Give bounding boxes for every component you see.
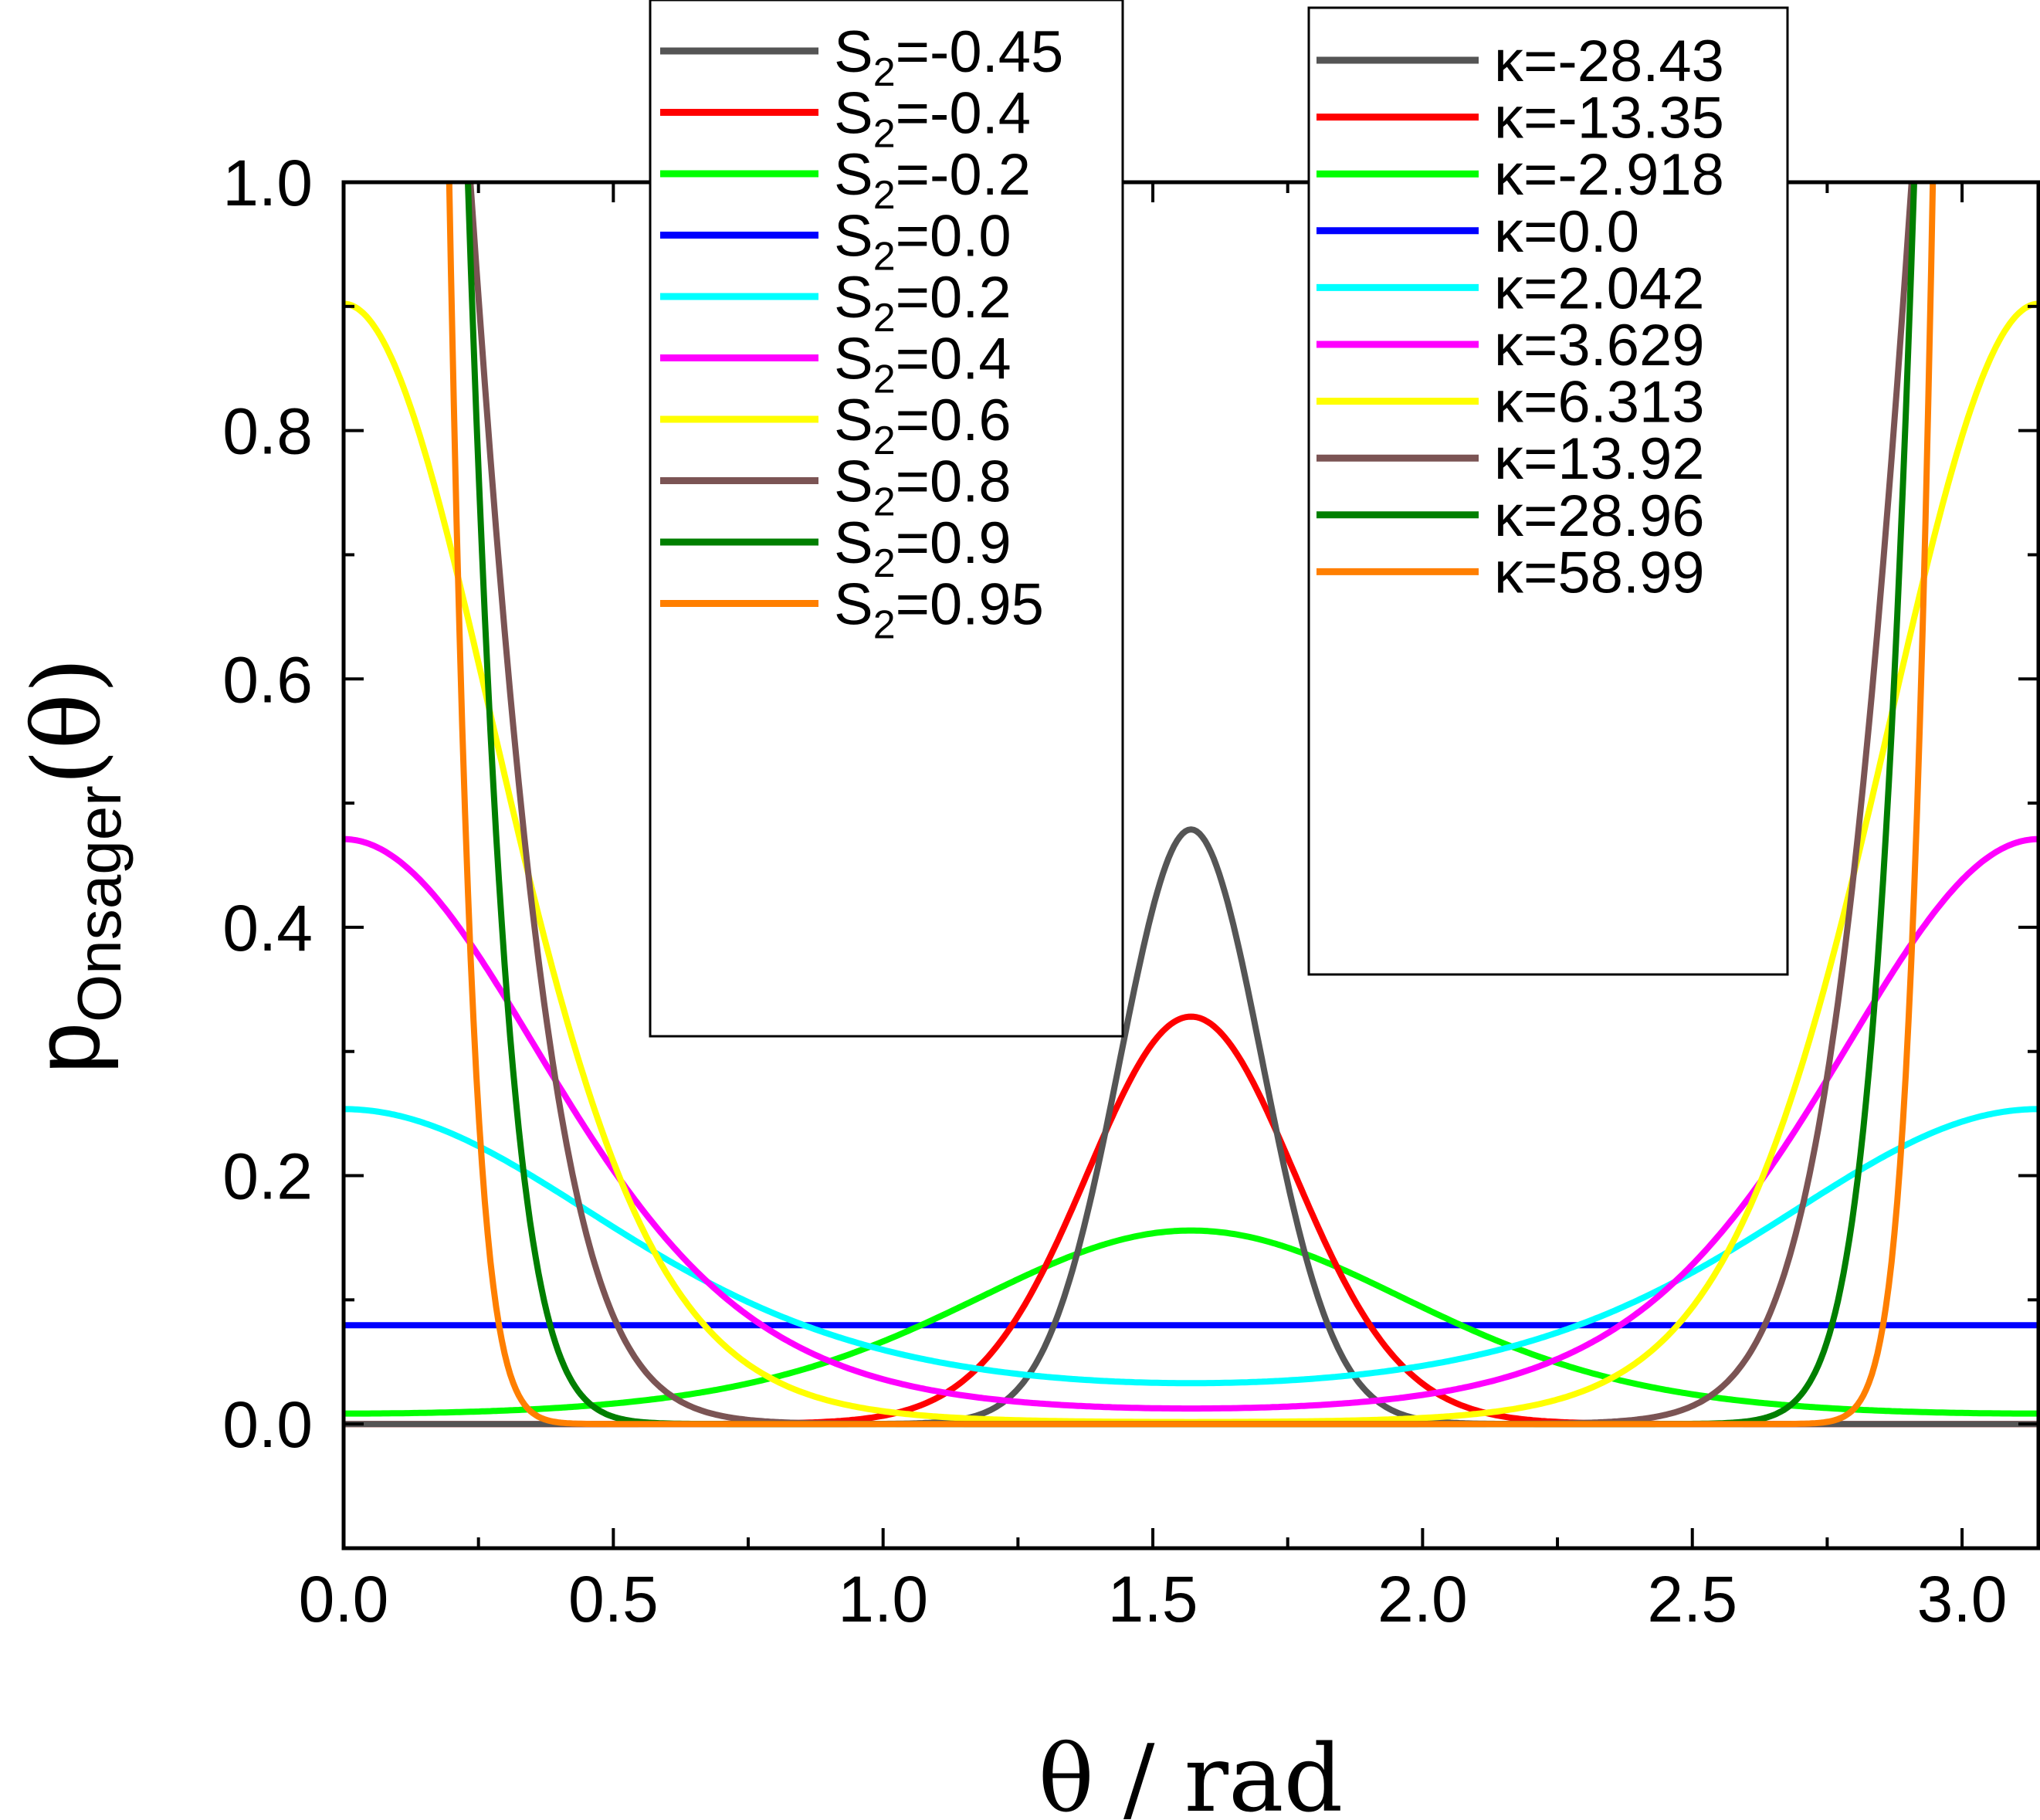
legend-kappa-frame xyxy=(1307,6,1789,976)
legend-kappa-label: κ=3.629 xyxy=(1494,313,1705,378)
y-tick-label: 0.6 xyxy=(222,643,313,716)
legend-s2-label: S2=-0.45 xyxy=(834,19,1063,95)
series-line-4 xyxy=(344,1106,2038,1387)
y-tick-label: 1.0 xyxy=(222,147,313,219)
legend-s2-label: S2=0.2 xyxy=(834,265,1012,341)
legend-s2-label: S2=0.0 xyxy=(834,204,1012,280)
x-tick-label: 1.0 xyxy=(838,1563,928,1635)
y-axis-title-main: p xyxy=(15,1022,119,1074)
x-tick-label: 0.5 xyxy=(568,1563,659,1635)
x-tick-label: 2.0 xyxy=(1378,1563,1468,1635)
legend-kappa-label: κ=28.96 xyxy=(1494,483,1705,549)
y-axis-title-tail: (θ) xyxy=(14,657,121,785)
y-tick-label: 0.2 xyxy=(222,1140,313,1213)
legend-s2-label: S2=0.6 xyxy=(834,388,1012,463)
x-tick-labels: 0.0 0.5 1.0 1.5 2.0 2.5 3.0 xyxy=(299,1563,2008,1635)
legend-kappa: κ=-28.43κ=-13.35κ=-2.918κ=0.0κ=2.042κ=3.… xyxy=(1307,6,1789,976)
legend-kappa-label: κ=13.92 xyxy=(1494,426,1705,492)
x-tick-label: 2.5 xyxy=(1647,1563,1737,1635)
legend-kappa-label: κ=-28.43 xyxy=(1494,29,1724,94)
svg-text:pOnsager(θ): pOnsager(θ) xyxy=(14,657,134,1073)
legend-kappa-label: κ=2.042 xyxy=(1494,256,1705,321)
legend-kappa-label: κ=6.313 xyxy=(1494,370,1705,436)
y-tick-label: 0.8 xyxy=(222,395,313,468)
legend-kappa-label: κ=-13.35 xyxy=(1494,86,1724,151)
legend-s2-label: S2=0.4 xyxy=(834,327,1012,402)
series-line-9 xyxy=(446,182,1937,1428)
legend-s2-label: S2=0.95 xyxy=(834,572,1044,648)
legend-s2-label: S2=0.8 xyxy=(834,449,1012,525)
plot-area-frame xyxy=(341,180,2040,1551)
series-layer xyxy=(344,182,2038,1428)
legend-kappa-label: κ=58.99 xyxy=(1494,540,1705,605)
x-tick-label: 0.0 xyxy=(299,1563,389,1635)
legend-kappa-label: κ=0.0 xyxy=(1494,199,1639,265)
y-tick-label: 0.4 xyxy=(222,892,313,964)
legend-s2-label: S2=-0.2 xyxy=(834,142,1031,218)
legend-s2-label: S2=0.9 xyxy=(834,510,1012,586)
y-tick-label: 0.0 xyxy=(222,1388,313,1461)
y-axis-title-subscript: Onsager xyxy=(65,785,134,1022)
y-axis-title: pOnsager(θ) xyxy=(14,657,134,1073)
legend-s2: S2=-0.45S2=-0.4S2=-0.2S2=0.0S2=0.2S2=0.4… xyxy=(649,0,1124,1038)
x-tick-label: 3.0 xyxy=(1917,1563,2008,1635)
y-tick-labels: 0.0 0.2 0.4 0.6 0.8 1.0 xyxy=(222,147,313,1461)
legend-kappa-label: κ=-2.918 xyxy=(1494,142,1724,208)
legend-s2-label: S2=-0.4 xyxy=(834,81,1031,157)
x-axis-title: θ / rad xyxy=(1039,1726,1344,1820)
series-line-2 xyxy=(344,1227,2038,1417)
x-tick-label: 1.5 xyxy=(1108,1563,1198,1635)
